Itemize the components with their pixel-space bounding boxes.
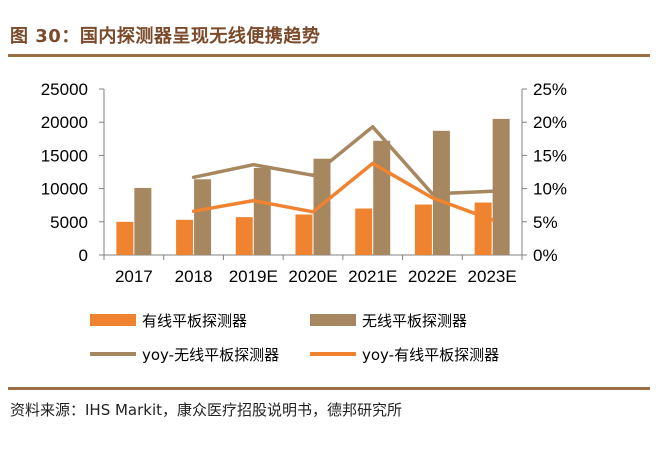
bar-wired	[414, 204, 432, 255]
x-tick-label: 2019E	[229, 267, 278, 286]
chart-bars	[116, 118, 510, 255]
y-right-tick-label: 15%	[533, 146, 567, 165]
legend-yoy-wireless-label: yoy-无线平板探测器	[142, 346, 279, 364]
y-left-tick-label: 5000	[50, 213, 88, 232]
bar-wireless	[134, 187, 152, 255]
chart-axes	[99, 88, 527, 260]
bar-wired	[295, 214, 313, 255]
x-tick-label: 2023E	[468, 267, 517, 286]
top-rule	[8, 54, 650, 57]
bar-wired	[235, 217, 253, 255]
chart-legend: 有线平板探测器 无线平板探测器 yoy-无线平板探测器 yoy-有线平板探测器	[90, 312, 499, 364]
x-tick-label: 2017	[115, 267, 153, 286]
legend-wired-bar-label: 有线平板探测器	[142, 312, 247, 330]
x-tick-label: 2020E	[288, 267, 337, 286]
bar-wired	[474, 202, 492, 255]
y-left-tick-label: 15000	[41, 146, 88, 165]
y-right-tick-label: 0%	[533, 246, 558, 265]
x-tick-label: 2022E	[408, 267, 457, 286]
bottom-rule	[8, 387, 650, 390]
y-left-tick-label: 0	[79, 246, 88, 265]
y-right-tick-label: 5%	[533, 213, 558, 232]
bar-wireless	[313, 158, 331, 255]
chart-lines	[191, 125, 494, 222]
bar-wireless	[194, 179, 212, 255]
chart: 0 5000 10000 15000 20000 25000 0% 5% 10% 15% 20% 25…	[41, 80, 567, 364]
line-yoy-wireless	[191, 125, 494, 196]
line-yoy-wired	[191, 161, 494, 222]
bar-wireless	[492, 118, 510, 255]
x-tick-label: 2018	[175, 267, 213, 286]
legend-wireless-bar-label: 无线平板探测器	[362, 312, 467, 330]
bar-wireless	[253, 168, 271, 255]
x-tick-label: 2021E	[348, 267, 397, 286]
source-note: 资料来源：IHS Markit，康众医疗招股说明书，德邦研究所	[10, 401, 403, 419]
y-left-tick-label: 10000	[41, 180, 88, 199]
figure-title: 图 30：国内探测器呈现无线便携趋势	[10, 26, 321, 47]
bar-wired	[176, 219, 194, 255]
y-right-tick-label: 25%	[533, 80, 567, 99]
chart-labels: 0 5000 10000 15000 20000 25000 0% 5% 10% 15% 20% 25…	[41, 80, 567, 286]
y-right-tick-label: 20%	[533, 113, 567, 132]
bar-wired	[355, 208, 373, 255]
y-left-tick-label: 25000	[41, 80, 88, 99]
bar-wired	[116, 221, 134, 255]
y-right-tick-label: 10%	[533, 180, 567, 199]
y-left-tick-label: 20000	[41, 113, 88, 132]
legend-wireless-bar-swatch	[310, 314, 356, 326]
legend-yoy-wired-label: yoy-有线平板探测器	[362, 346, 499, 364]
bar-wireless	[373, 140, 391, 255]
legend-wired-bar-swatch	[90, 314, 136, 326]
